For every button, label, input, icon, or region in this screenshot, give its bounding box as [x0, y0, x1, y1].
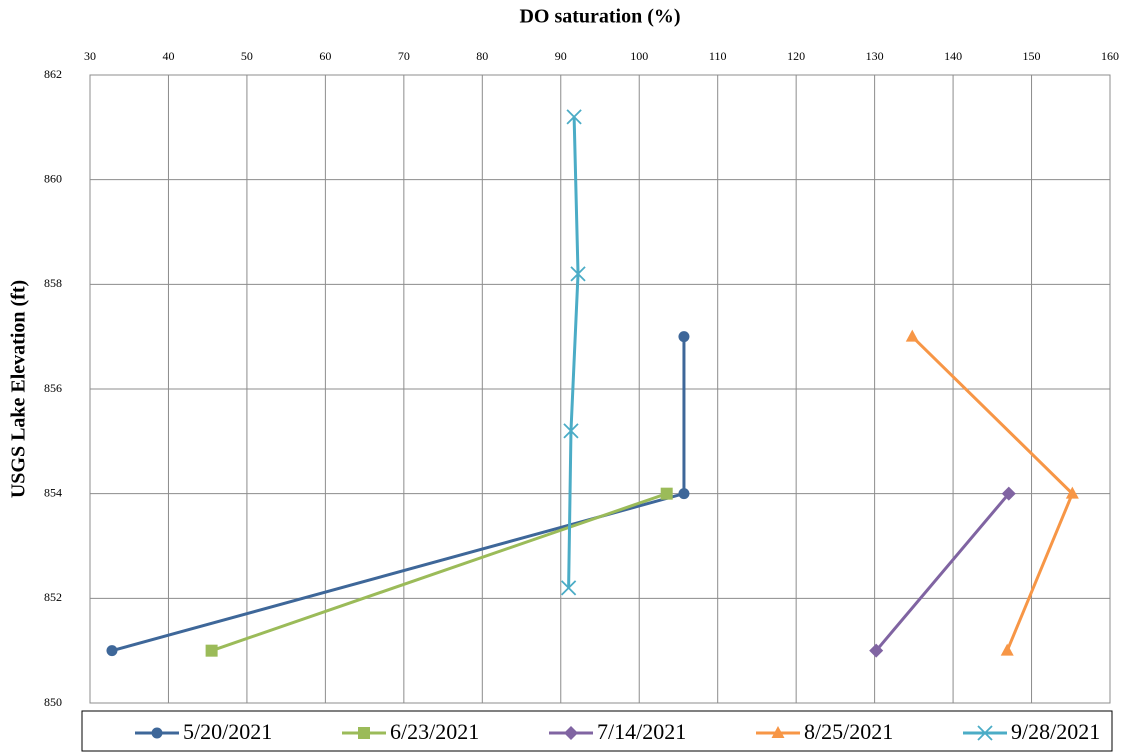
y-tick-label: 856 [44, 381, 62, 395]
marker [358, 727, 370, 739]
marker [1001, 486, 1016, 501]
marker [977, 725, 993, 741]
legend-label: 9/28/2021 [1011, 719, 1100, 744]
x-tick-label: 150 [1023, 49, 1041, 63]
marker [106, 645, 118, 657]
marker [570, 266, 586, 282]
marker [869, 643, 884, 658]
chart-title: DO saturation (%) [519, 6, 680, 28]
marker [660, 487, 673, 500]
series-line [567, 116, 580, 588]
x-tick-label: 30 [84, 49, 96, 63]
marker [771, 726, 785, 738]
marker [566, 109, 582, 125]
marker [564, 726, 578, 740]
x-tick-label: 120 [787, 49, 805, 63]
x-tick-label: 100 [630, 49, 648, 63]
legend-label: 6/23/2021 [390, 719, 479, 744]
legend-box [81, 710, 1113, 752]
marker [1000, 643, 1014, 656]
marker [678, 488, 690, 500]
x-tick-label: 130 [866, 49, 884, 63]
marker [678, 331, 690, 343]
y-tick-label: 854 [44, 485, 62, 499]
marker [1065, 486, 1079, 499]
legend-label: 5/20/2021 [183, 719, 272, 744]
x-tick-label: 70 [398, 49, 410, 63]
series-line [875, 492, 1010, 652]
x-tick-label: 140 [944, 49, 962, 63]
y-tick-label: 860 [44, 171, 62, 185]
legend-label: 8/25/2021 [804, 719, 893, 744]
x-tick-label: 40 [162, 49, 174, 63]
y-tick-label: 858 [44, 276, 62, 290]
marker [205, 644, 218, 657]
x-tick-label: 80 [476, 49, 488, 63]
plot-frame [89, 74, 1111, 704]
series-line [211, 492, 668, 653]
x-tick-label: 160 [1101, 49, 1119, 63]
x-tick-label: 90 [555, 49, 567, 63]
y-tick-label: 852 [44, 590, 62, 604]
y-tick-label: 862 [44, 67, 62, 81]
x-tick-label: 50 [241, 49, 253, 63]
y-tick-label: 850 [44, 695, 62, 709]
y-axis-label: USGS Lake Elevation (ft) [8, 280, 30, 498]
marker [560, 580, 577, 596]
marker [563, 423, 579, 439]
x-tick-label: 60 [319, 49, 331, 63]
marker [905, 329, 919, 342]
x-tick-label: 110 [709, 49, 727, 63]
legend-label: 7/14/2021 [597, 719, 686, 744]
marker [151, 727, 163, 739]
